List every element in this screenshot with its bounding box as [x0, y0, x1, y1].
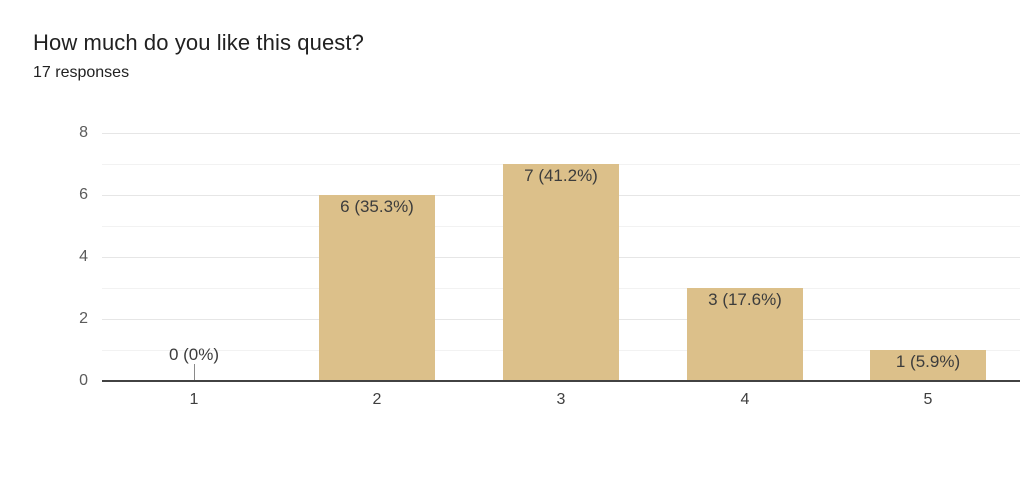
gridline: [102, 133, 1020, 134]
bar-category-3[interactable]: [503, 164, 619, 381]
bar-category-4[interactable]: [687, 288, 803, 381]
y-axis-label: 2: [79, 310, 88, 327]
question-title: How much do you like this quest?: [33, 30, 364, 55]
y-axis-label: 0: [79, 372, 88, 389]
bar-value-label: 7 (41.2%): [524, 166, 598, 185]
bar-category-5[interactable]: [870, 350, 986, 381]
y-axis-label: 6: [79, 186, 88, 203]
zero-value-stem: [194, 364, 195, 381]
y-axis-label: 8: [79, 124, 88, 141]
bar-value-label: 6 (35.3%): [340, 197, 414, 216]
y-axis-label: 4: [79, 248, 88, 265]
x-axis-line: [102, 380, 1020, 382]
x-axis-label-5: 5: [923, 391, 933, 408]
x-axis-label-2: 2: [372, 391, 382, 408]
x-axis-label-1: 1: [189, 391, 199, 408]
x-axis-label-3: 3: [556, 391, 566, 408]
response-count: 17 responses: [33, 64, 130, 81]
x-axis-label-4: 4: [740, 391, 750, 408]
bar-value-label: 0 (0%): [168, 345, 220, 364]
bar-category-2[interactable]: [319, 195, 435, 381]
bar-value-label: 1 (5.9%): [895, 352, 961, 371]
bar-value-label: 3 (17.6%): [708, 290, 782, 309]
